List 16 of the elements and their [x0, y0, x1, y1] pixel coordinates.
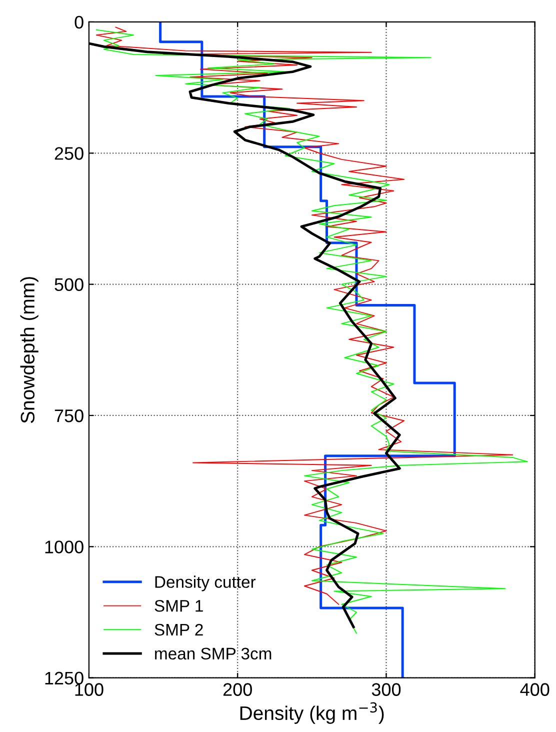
- legend-label: mean SMP 3cm: [155, 648, 272, 660]
- y-tick-label: 500: [54, 278, 84, 292]
- y-tick-label: 1250: [45, 672, 84, 685]
- x-axis-title: Density (kg m$^{−3}$): [240, 702, 384, 724]
- legend-label: Density cutter: [155, 576, 256, 592]
- x-tick-label: 300: [372, 683, 401, 696]
- y-tick-label: 1000: [45, 540, 84, 554]
- y-tick-label: 750: [54, 409, 84, 422]
- x-tick-label: 400: [520, 683, 550, 696]
- y-tick-label: 250: [54, 147, 84, 160]
- legend-label: SMP 1: [154, 600, 203, 612]
- y-tick-label: 0: [74, 16, 84, 29]
- legend-label: SMP 2: [154, 624, 203, 636]
- x-tick-label: 200: [223, 683, 252, 696]
- x-tick-label: 100: [75, 683, 104, 696]
- y-axis-title: Snowdepth (mm): [20, 277, 38, 424]
